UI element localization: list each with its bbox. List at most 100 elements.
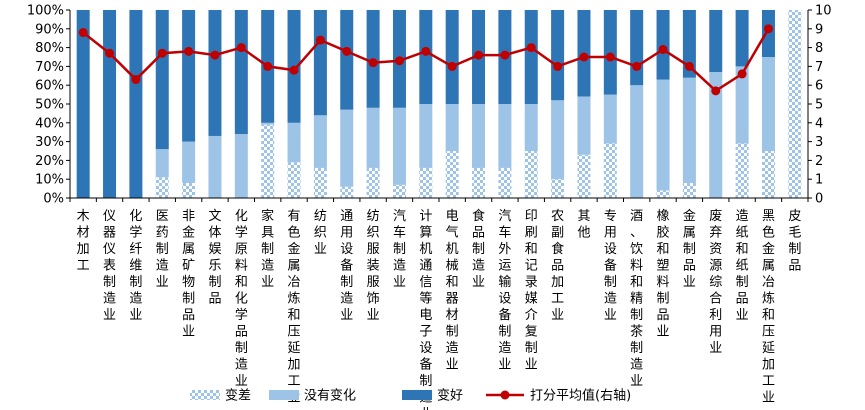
- category-label: 家具制造业: [261, 208, 274, 290]
- bars-layer: [76, 10, 802, 198]
- y-right-tick-label: 10: [815, 4, 832, 19]
- y-right-tick-label: 1: [815, 173, 823, 188]
- bar-segment: [287, 122, 301, 163]
- legend-swatch: [402, 390, 432, 400]
- bar-segment: [735, 10, 749, 67]
- y-right-tick-label: 8: [815, 41, 823, 56]
- bar-segment: [419, 104, 433, 168]
- bar-segment: [524, 10, 538, 104]
- y-left-tick-label: 40%: [35, 116, 64, 131]
- y-left-tick-label: 20%: [35, 154, 64, 169]
- category-label: 仪器仪表制造业: [103, 209, 116, 323]
- bar-segment: [419, 10, 433, 104]
- category-label: 废弃资源综合利用业: [709, 208, 722, 356]
- average-score-point: [78, 28, 88, 38]
- category-label: 计算机通信等电子设备制造业: [419, 209, 432, 410]
- y-right-tick-label: 0: [815, 192, 823, 207]
- category-label: 金属制品业: [683, 208, 696, 290]
- category-label: 文体娱乐制品: [208, 209, 221, 307]
- bar-segment: [234, 10, 248, 135]
- bar-segment: [577, 96, 591, 155]
- category-label: 纺织业: [314, 209, 327, 257]
- bar-segment: [261, 122, 275, 125]
- bar-segment: [761, 10, 775, 57]
- bar-segment: [656, 10, 670, 80]
- bar-segment: [103, 10, 117, 198]
- y-right-tick-label: 7: [815, 60, 823, 75]
- average-score-point: [684, 61, 694, 71]
- category-label: 酒、饮料和精制茶制造业: [630, 209, 643, 389]
- bar-segment: [761, 151, 775, 198]
- average-score-point: [210, 50, 220, 60]
- category-label: 橡胶和塑料制品业: [657, 209, 670, 340]
- bar-segment: [603, 143, 617, 198]
- category-label: 通用设备制造业: [340, 209, 353, 323]
- bar-segment: [208, 10, 222, 136]
- bar-segment: [182, 182, 196, 198]
- category-label: 专用设备制造业: [604, 209, 617, 323]
- legend-swatch: [269, 390, 299, 400]
- bar-segment: [551, 179, 565, 198]
- average-score-point: [500, 50, 510, 60]
- bar-segment: [498, 167, 512, 198]
- y-right-tick-label: 2: [815, 154, 823, 169]
- average-score-point: [605, 52, 615, 62]
- bar-segment: [472, 167, 486, 198]
- category-label: 汽车制造业: [393, 209, 406, 290]
- bar-segment: [313, 10, 327, 116]
- average-score-point: [474, 50, 484, 60]
- bar-segment: [682, 182, 696, 198]
- bar-segment: [445, 104, 459, 151]
- bar-segment: [682, 77, 696, 183]
- average-score-point: [711, 86, 721, 96]
- bar-segment: [392, 107, 406, 185]
- category-label: 印刷和记录媒介复制业: [525, 209, 538, 373]
- average-score-point: [184, 46, 194, 56]
- bar-segment: [366, 167, 380, 198]
- category-label: 电气机械和器材制造业: [446, 209, 459, 373]
- y-right-tick-label: 9: [815, 22, 823, 37]
- category-label: 纺织服装服饰业: [367, 209, 380, 323]
- bar-segment: [551, 100, 565, 180]
- average-score-point: [342, 46, 352, 56]
- line-layer: [78, 24, 773, 96]
- legend-swatch: [190, 390, 220, 400]
- y-left-tick-label: 0%: [43, 192, 64, 207]
- category-label: 其他: [577, 209, 590, 241]
- average-score-point: [315, 35, 325, 45]
- average-score-point: [526, 43, 536, 53]
- y-left-tick-label: 60%: [35, 79, 64, 94]
- average-score-point: [289, 65, 299, 75]
- category-label: 非金属矿物制品业: [182, 209, 195, 340]
- bar-segment: [656, 79, 670, 191]
- bar-segment: [234, 134, 248, 198]
- bar-segment: [472, 104, 486, 168]
- category-label: 木材加工: [77, 209, 90, 274]
- bar-segment: [208, 135, 222, 198]
- average-score-point: [105, 48, 115, 58]
- bar-segment: [735, 66, 749, 144]
- bar-segment: [340, 186, 354, 198]
- average-score-point: [447, 61, 457, 71]
- axes-layer: 0% 10% 20% 30% 40% 50% 60% 70% 80% 90% 100% 0 1 2 3 4 5 6…: [27, 4, 832, 207]
- bar-segment: [182, 141, 196, 183]
- bar-segment: [603, 94, 617, 144]
- bar-segment: [155, 10, 169, 150]
- y-right-tick-label: 4: [815, 116, 823, 131]
- legend-label: 打分平均值(右轴): [530, 388, 631, 404]
- average-score-point: [263, 61, 273, 71]
- bar-segment: [340, 109, 354, 187]
- category-label: 化学纤维制造业: [129, 209, 142, 323]
- average-score-point: [421, 46, 431, 56]
- bar-segment: [630, 10, 644, 86]
- y-left-tick-label: 100%: [27, 4, 64, 19]
- bar-segment: [524, 151, 538, 198]
- bar-segment: [155, 149, 169, 178]
- bar-segment: [287, 162, 301, 198]
- bar-segment: [313, 115, 327, 168]
- y-right-tick-label: 6: [815, 79, 823, 94]
- bar-segment: [340, 10, 354, 110]
- y-left-tick-label: 80%: [35, 41, 64, 56]
